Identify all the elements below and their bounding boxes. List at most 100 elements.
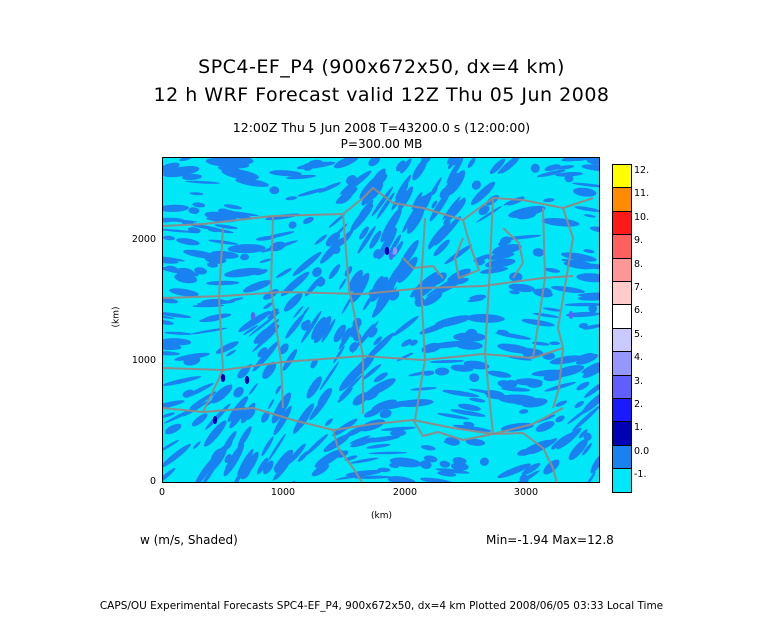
shaded-streak <box>163 162 180 173</box>
shaded-streak <box>587 158 599 165</box>
boundary-line <box>332 429 363 482</box>
color-scale-cell <box>613 281 631 306</box>
shaded-streak <box>453 332 487 342</box>
shaded-streak <box>497 158 524 174</box>
color-scale-label: 0.0 <box>634 445 650 457</box>
shaded-streak <box>163 351 180 356</box>
shaded-streak <box>422 291 443 306</box>
shaded-streak <box>431 272 447 286</box>
shaded-streak <box>542 307 563 312</box>
shaded-streak <box>163 217 183 222</box>
shaded-streak <box>446 158 464 184</box>
shaded-streak <box>338 324 355 350</box>
updraft-spot <box>388 252 394 260</box>
shaded-streak <box>442 389 480 398</box>
shaded-streak <box>325 418 333 426</box>
shaded-streak <box>365 332 395 361</box>
shaded-streak <box>531 369 565 377</box>
shaded-streak <box>359 226 369 240</box>
shaded-streak <box>325 232 341 247</box>
shaded-streak <box>207 227 220 233</box>
shaded-streak <box>509 272 523 282</box>
updraft-spot <box>568 311 574 319</box>
shaded-streak <box>406 206 425 234</box>
shaded-streak <box>498 240 509 247</box>
shaded-streak <box>392 315 419 337</box>
shaded-streak <box>238 365 251 377</box>
shaded-streak <box>487 252 515 260</box>
shaded-streak <box>279 343 289 355</box>
shaded-streak <box>163 256 186 262</box>
shaded-streak <box>491 249 501 255</box>
shaded-streak <box>252 340 279 372</box>
shaded-streak <box>335 472 374 480</box>
shaded-streak <box>437 412 470 420</box>
shaded-streak <box>292 251 322 277</box>
shaded-streak <box>253 326 273 344</box>
color-scale-cell <box>613 422 631 446</box>
shaded-streak <box>582 362 599 379</box>
y-axis-unit: (km) <box>111 306 122 328</box>
shaded-streak <box>555 415 565 423</box>
shaded-streak <box>462 421 475 427</box>
shaded-streak <box>349 342 359 353</box>
shaded-streak <box>311 464 330 477</box>
shaded-streak <box>423 455 438 463</box>
shaded-streak <box>253 269 268 276</box>
shaded-streak <box>163 257 179 264</box>
shaded-streak <box>395 174 412 200</box>
shaded-streak <box>188 207 200 214</box>
shaded-streak <box>480 267 509 274</box>
shaded-streak <box>549 355 583 365</box>
shaded-streak <box>583 249 595 254</box>
shaded-streak <box>581 164 599 172</box>
pressure-level-line: P=300.00 MB <box>340 137 423 151</box>
shaded-streak <box>163 376 202 386</box>
shaded-streak <box>361 181 384 206</box>
shaded-streak <box>341 296 353 314</box>
shaded-streak <box>165 423 182 435</box>
shaded-streak <box>589 226 599 233</box>
shaded-streak <box>496 329 509 335</box>
shaded-streak <box>509 290 520 295</box>
color-scale-cell <box>613 165 631 189</box>
shaded-streak <box>272 455 293 481</box>
shaded-streak <box>337 387 353 403</box>
shaded-streak <box>429 190 451 222</box>
shaded-streak <box>574 206 599 212</box>
shaded-streak <box>302 216 314 224</box>
color-scale-label: 10. <box>634 211 650 223</box>
color-scale-cell <box>613 188 631 212</box>
shaded-streak <box>368 158 381 167</box>
y-tick-1000: 1000 <box>131 355 156 366</box>
shaded-streak <box>377 467 391 473</box>
shaded-streak <box>469 373 480 383</box>
shaded-streak <box>262 361 277 379</box>
shaded-streak <box>163 296 179 304</box>
shaded-streak <box>555 400 568 407</box>
shaded-streak <box>550 286 586 294</box>
shaded-streak <box>441 177 454 197</box>
shaded-streak <box>294 403 315 432</box>
shaded-streak <box>306 376 322 399</box>
shaded-streak <box>519 474 529 482</box>
shaded-streak <box>288 221 297 229</box>
shaded-streak <box>419 321 451 335</box>
shaded-streak <box>224 454 232 463</box>
color-scale-label: 7. <box>634 282 644 293</box>
color-scale-cell <box>613 328 631 353</box>
shaded-streak <box>293 305 304 318</box>
shaded-streak <box>555 165 575 170</box>
shaded-streak <box>191 413 208 427</box>
shaded-streak <box>163 235 175 241</box>
shaded-streak <box>429 220 451 247</box>
shaded-streak <box>420 445 436 451</box>
shaded-streak <box>297 187 327 197</box>
shaded-streak <box>314 234 328 245</box>
boundary-line <box>163 347 564 371</box>
shaded-streak <box>365 435 401 443</box>
shaded-streak <box>497 343 532 354</box>
shaded-streak <box>314 449 343 468</box>
shaded-streak <box>419 477 455 482</box>
shaded-streak <box>353 475 391 479</box>
